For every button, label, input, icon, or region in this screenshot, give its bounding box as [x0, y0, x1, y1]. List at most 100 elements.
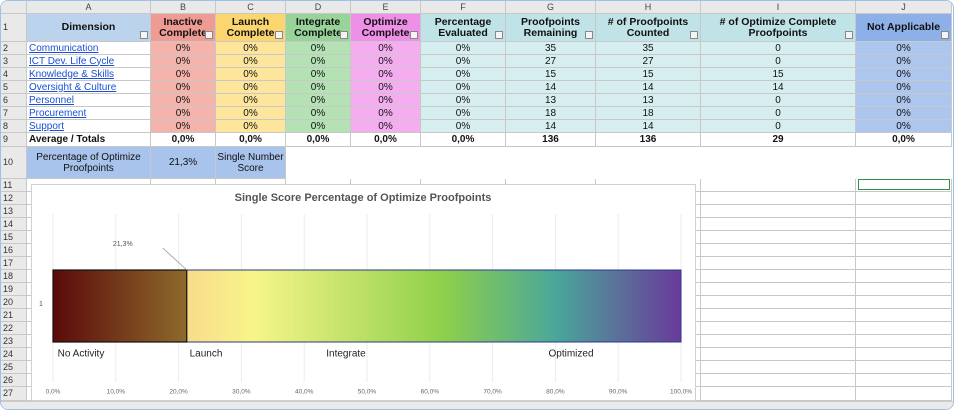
empty-cell	[856, 192, 952, 205]
row-number: 16	[1, 244, 27, 257]
data-cell: 0	[701, 42, 856, 55]
empty-cell	[701, 179, 856, 192]
row-number: 20	[1, 296, 27, 309]
data-label: 21,3%	[113, 241, 133, 248]
data-cell: 0%	[286, 81, 351, 94]
row-number: 22	[1, 322, 27, 335]
data-cell: 0%	[421, 68, 506, 81]
dimension-link[interactable]: Personnel	[27, 94, 151, 107]
row-number: 13	[1, 205, 27, 218]
row-number: 27	[1, 387, 27, 401]
empty-cell	[856, 374, 952, 387]
data-cell: 0%	[351, 94, 421, 107]
header-cell: Integrate Complete	[286, 14, 351, 42]
x-tick-label: 90,0%	[609, 389, 628, 396]
data-cell: 0	[701, 94, 856, 107]
empty-cell	[701, 361, 856, 374]
data-cell: 0%	[856, 120, 952, 133]
dimension-link[interactable]: Oversight & Culture	[27, 81, 151, 94]
data-cell: 14	[701, 81, 856, 94]
empty-cell	[856, 218, 952, 231]
row-number: 17	[1, 257, 27, 270]
summary-cell: 21,3%	[151, 147, 216, 179]
data-cell: 0%	[286, 55, 351, 68]
dimension-link[interactable]: Support	[27, 120, 151, 133]
filter-button[interactable]	[205, 31, 213, 39]
data-cell: 0	[701, 120, 856, 133]
empty-cell	[856, 348, 952, 361]
totals-cell: 0,0%	[856, 133, 952, 147]
empty-cell	[856, 270, 952, 283]
x-tick-label: 80,0%	[546, 389, 565, 396]
empty-cell	[856, 205, 952, 218]
header-cell: Optimize Complete	[351, 14, 421, 42]
filter-button[interactable]	[275, 31, 283, 39]
zone-label: Optimized	[548, 349, 593, 360]
totals-cell: 0,0%	[421, 133, 506, 147]
data-cell: 0%	[286, 107, 351, 120]
empty-cell	[701, 387, 856, 401]
empty-cell	[856, 244, 952, 257]
filter-button[interactable]	[495, 31, 503, 39]
filter-button[interactable]	[140, 31, 148, 39]
filter-button[interactable]	[845, 31, 853, 39]
dimension-link[interactable]: Procurement	[27, 107, 151, 120]
empty-cell	[856, 283, 952, 296]
data-cell: 13	[596, 94, 701, 107]
x-tick-label: 60,0%	[421, 389, 440, 396]
summary-cell: Percentage of Optimize Proofpoints	[27, 147, 151, 179]
filter-button[interactable]	[690, 31, 698, 39]
totals-cell: 29	[701, 133, 856, 147]
filter-button[interactable]	[941, 31, 949, 39]
filter-button[interactable]	[585, 31, 593, 39]
bar	[52, 269, 188, 343]
column-letter: H	[596, 1, 701, 14]
row-number: 8	[1, 120, 27, 133]
data-cell: 0%	[216, 68, 286, 81]
data-cell: 0%	[286, 94, 351, 107]
filter-button[interactable]	[410, 31, 418, 39]
x-tick-label: 20,0%	[169, 389, 188, 396]
x-tick-label: 70,0%	[483, 389, 502, 396]
selected-cell[interactable]	[858, 179, 950, 190]
row-number: 5	[1, 81, 27, 94]
data-cell: 0%	[856, 107, 952, 120]
sheet-tabs	[1, 401, 953, 409]
x-tick-label: 10,0%	[107, 389, 126, 396]
row-number: 3	[1, 55, 27, 68]
dimension-link[interactable]: Knowledge & Skills	[27, 68, 151, 81]
data-cell: 14	[506, 81, 596, 94]
filter-button[interactable]	[340, 31, 348, 39]
data-cell: 0%	[856, 68, 952, 81]
x-tick-label: 0,0%	[46, 389, 61, 396]
dimension-link[interactable]: Communication	[27, 42, 151, 55]
empty-cell	[856, 335, 952, 348]
column-letter: D	[286, 1, 351, 14]
chart: Single Score Percentage of Optimize Proo…	[31, 184, 696, 401]
data-cell: 0%	[856, 42, 952, 55]
row-number: 15	[1, 231, 27, 244]
row-number: 18	[1, 270, 27, 283]
row-number: 21	[1, 309, 27, 322]
empty-cell	[701, 231, 856, 244]
row-number: 9	[1, 133, 27, 147]
header-cell: Dimension	[27, 14, 151, 42]
column-letter: J	[856, 1, 952, 14]
totals-cell: 0,0%	[351, 133, 421, 147]
data-cell: 0%	[351, 81, 421, 94]
row-number: 7	[1, 107, 27, 120]
dimension-link[interactable]: ICT Dev. Life Cycle	[27, 55, 151, 68]
data-cell: 0%	[421, 120, 506, 133]
data-cell: 0%	[151, 55, 216, 68]
x-tick-label: 50,0%	[358, 389, 377, 396]
empty-cell	[856, 361, 952, 374]
column-letter: G	[506, 1, 596, 14]
row-number: 12	[1, 192, 27, 205]
data-cell: 27	[506, 55, 596, 68]
x-tick-label: 100,0%	[670, 389, 692, 396]
data-cell: 14	[596, 120, 701, 133]
data-cell: 0%	[216, 42, 286, 55]
header-cell: Not Applicable	[856, 14, 952, 42]
data-cell: 13	[506, 94, 596, 107]
